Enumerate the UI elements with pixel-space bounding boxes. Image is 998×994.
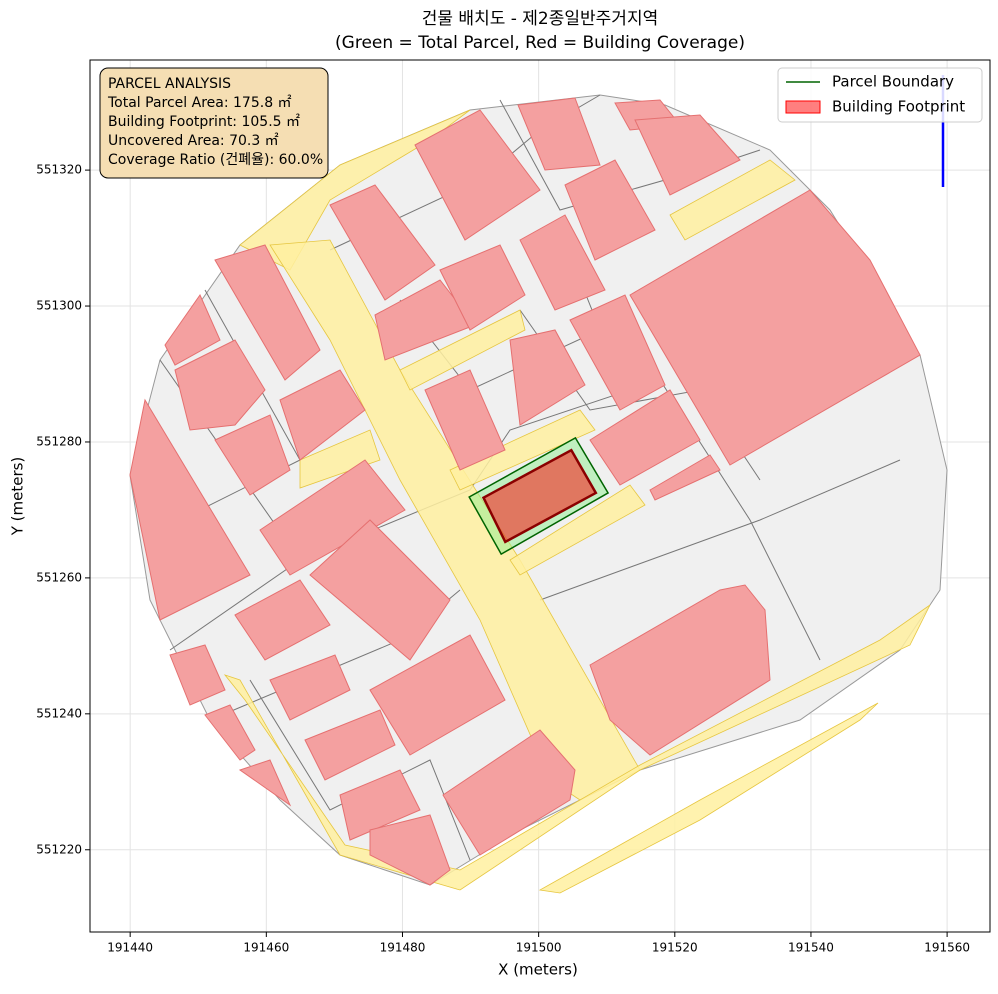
y-tick-label: 551300 bbox=[36, 299, 82, 313]
chart-title: 건물 배치도 - 제2종일반주거지역 bbox=[422, 9, 658, 29]
info-box: PARCEL ANALYSIS Total Parcel Area: 175.8… bbox=[99, 67, 329, 179]
legend: Parcel Boundary Building Footprint bbox=[777, 67, 983, 123]
x-tick-label: 191520 bbox=[652, 941, 698, 955]
x-tick-label: 191480 bbox=[380, 941, 426, 955]
building-polygon bbox=[481, 448, 598, 544]
x-tick-label: 191440 bbox=[107, 941, 153, 955]
info-line: Building Footprint: 105.5 ㎡ bbox=[108, 114, 300, 130]
x-axis-label: X (meters) bbox=[498, 961, 578, 979]
info-heading: PARCEL ANALYSIS bbox=[108, 76, 231, 92]
legend-frame bbox=[777, 67, 983, 123]
y-tick-label: 551320 bbox=[36, 163, 82, 177]
y-tick-label: 551280 bbox=[36, 434, 82, 448]
plot-frame bbox=[89, 59, 991, 933]
legend-label: Building Footprint bbox=[832, 98, 965, 116]
info-line: Coverage Ratio (건폐율): 60.0% bbox=[108, 152, 323, 168]
y-tick-label: 551260 bbox=[36, 570, 82, 584]
y-axis-label: Y (meters) bbox=[9, 457, 27, 537]
info-line: Uncovered Area: 70.3 ㎡ bbox=[108, 133, 279, 149]
legend-label: Parcel Boundary bbox=[832, 73, 954, 91]
x-tick-label: 191540 bbox=[788, 941, 834, 955]
x-tick-label: 191460 bbox=[243, 941, 289, 955]
x-tick-label: 191500 bbox=[516, 941, 562, 955]
x-tick-label: 191560 bbox=[924, 941, 970, 955]
info-line: Total Parcel Area: 175.8 ㎡ bbox=[107, 95, 292, 111]
legend-swatch bbox=[785, 100, 821, 114]
y-tick-label: 551220 bbox=[36, 842, 82, 856]
y-tick-label: 551240 bbox=[36, 706, 82, 720]
chart-subtitle: (Green = Total Parcel, Red = Building Co… bbox=[335, 33, 745, 53]
